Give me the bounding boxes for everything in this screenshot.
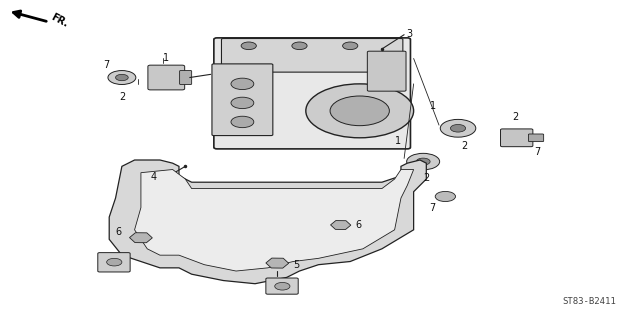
FancyBboxPatch shape (529, 134, 543, 142)
FancyBboxPatch shape (501, 129, 533, 147)
Text: 7: 7 (534, 147, 540, 157)
Text: 4: 4 (150, 172, 157, 182)
Text: FR.: FR. (49, 12, 69, 30)
Circle shape (106, 258, 122, 266)
Text: 1: 1 (429, 101, 436, 111)
FancyBboxPatch shape (222, 38, 403, 72)
Circle shape (440, 119, 476, 137)
Text: 5: 5 (293, 260, 299, 270)
Circle shape (292, 42, 307, 50)
FancyBboxPatch shape (212, 64, 273, 136)
Circle shape (231, 78, 254, 90)
Text: 7: 7 (429, 203, 436, 213)
FancyBboxPatch shape (98, 252, 130, 272)
FancyBboxPatch shape (368, 51, 406, 91)
FancyBboxPatch shape (148, 65, 185, 90)
Text: 1: 1 (163, 53, 169, 63)
Text: 2: 2 (512, 112, 519, 122)
Text: 7: 7 (103, 60, 109, 70)
Circle shape (343, 42, 358, 50)
Circle shape (275, 283, 290, 290)
Text: 2: 2 (461, 141, 468, 151)
Polygon shape (109, 160, 426, 284)
Circle shape (231, 116, 254, 128)
Text: 6: 6 (355, 220, 361, 230)
Text: 1: 1 (395, 136, 401, 146)
Text: 6: 6 (116, 227, 122, 236)
Circle shape (406, 153, 440, 170)
Circle shape (330, 96, 389, 126)
Circle shape (241, 42, 256, 50)
FancyBboxPatch shape (180, 70, 192, 84)
Circle shape (435, 191, 455, 202)
Text: ST83-B2411: ST83-B2411 (563, 297, 617, 306)
FancyBboxPatch shape (214, 38, 410, 149)
Text: 2: 2 (423, 172, 429, 183)
Circle shape (306, 84, 413, 138)
Circle shape (416, 158, 430, 165)
Text: 2: 2 (118, 92, 125, 101)
Circle shape (450, 124, 466, 132)
Polygon shape (134, 170, 413, 271)
FancyBboxPatch shape (266, 278, 298, 294)
Text: 3: 3 (406, 29, 412, 39)
Circle shape (231, 97, 254, 108)
Circle shape (115, 74, 128, 81)
Circle shape (108, 70, 136, 84)
